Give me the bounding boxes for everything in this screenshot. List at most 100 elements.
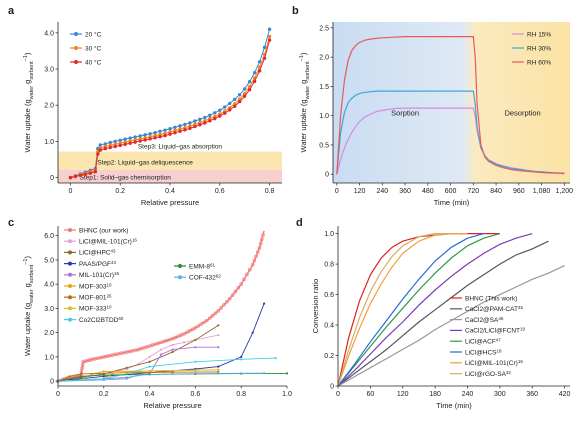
data-point [78, 173, 83, 178]
data-point [171, 372, 174, 375]
data-point [218, 108, 222, 112]
y-tick-label: 0.4 [324, 322, 334, 329]
legend-label: CaCl2@SA46 [465, 315, 504, 324]
data-point [203, 115, 207, 120]
data-point [240, 355, 243, 359]
data-point [233, 102, 237, 106]
data-point [217, 333, 220, 337]
x-tick-label: 180 [429, 391, 441, 398]
legend-label: MOF-33310 [79, 304, 112, 313]
x-tick-label: 1,200 [556, 188, 574, 195]
data-point [227, 296, 232, 301]
legend-marker [68, 295, 72, 300]
legend-marker [74, 60, 78, 64]
x-axis-label: Relative pressure [143, 401, 201, 410]
x-tick-label: 120 [354, 188, 366, 195]
series-line [336, 36, 565, 175]
y-tick-label: 1.0 [44, 139, 54, 146]
data-point [133, 140, 137, 144]
y-tick-label: 4.0 [44, 282, 54, 289]
legend-label: BHNC (This work) [465, 295, 517, 302]
panel-a: Step1: Solid–gas chemisorption Step2: Liq… [8, 5, 282, 207]
data-point [102, 378, 105, 382]
data-point [171, 371, 174, 374]
data-point [148, 360, 151, 363]
data-point [128, 141, 132, 145]
x-tick-label: 240 [376, 188, 388, 195]
data-point [114, 371, 117, 374]
y-tick-label: 0.2 [324, 353, 334, 360]
x-tick-label: 0.8 [236, 391, 246, 398]
data-point [173, 335, 178, 340]
y-tick-label: 0.6 [324, 292, 334, 299]
data-point [198, 123, 202, 127]
data-point [182, 341, 186, 344]
legend-marker [68, 228, 72, 232]
data-point [173, 131, 177, 135]
legend-label: LiCl@ACF47 [465, 337, 501, 346]
data-point [88, 171, 93, 175]
y-tick-label: 0 [50, 379, 54, 386]
data-point [223, 105, 227, 109]
legend-marker [68, 284, 72, 288]
data-point [247, 87, 252, 92]
data-point [225, 299, 229, 304]
x-tick-label: 1,080 [533, 188, 551, 195]
data-point [108, 140, 112, 145]
data-point [85, 358, 90, 363]
series-line [57, 371, 219, 382]
data-point [256, 250, 260, 254]
data-point [148, 137, 152, 141]
legend-label: Co2Cl2BTDD60 [79, 315, 124, 324]
data-point [239, 282, 243, 286]
x-tick-label: 0.2 [99, 391, 109, 398]
x-tick-label: 1.0 [282, 391, 292, 398]
x-tick-label: 840 [490, 188, 502, 195]
data-point [138, 139, 142, 143]
y-tick-label: 5.0 [44, 257, 54, 264]
data-point [159, 353, 163, 356]
data-point [128, 136, 132, 140]
data-point [217, 365, 220, 368]
legend-label: 40 °C [85, 58, 102, 66]
x-tick-label: 360 [399, 188, 411, 195]
data-point [188, 126, 192, 131]
y-tick-label: 2.0 [319, 55, 329, 62]
x-axis-label: Relative pressure [141, 198, 199, 207]
legend-marker [68, 250, 72, 255]
data-point [148, 365, 151, 368]
x-tick-label: 600 [445, 188, 457, 195]
data-point [213, 311, 218, 316]
data-point [236, 286, 241, 290]
data-point [262, 56, 267, 60]
y-tick-label: 0 [330, 383, 334, 390]
data-point [242, 87, 247, 91]
y-tick-label: 0 [50, 175, 54, 182]
data-point [113, 139, 117, 144]
legend-label: 20 °C [85, 30, 102, 38]
x-tick-label: 420 [559, 391, 571, 398]
legend-label: RH 30% [527, 45, 551, 52]
data-point [103, 146, 107, 151]
x-tick-label: 0 [336, 391, 340, 398]
data-point [159, 348, 163, 351]
panel-d: 0 60 120 180 240 300 360 420 0 0.2 0.4 0.6 0.8 1.0 BHN… [296, 217, 571, 410]
data-point [233, 97, 237, 102]
legend-label: 30 °C [85, 44, 102, 52]
data-point [193, 326, 198, 330]
y-tick-label: 1.0 [319, 113, 329, 120]
background-region [333, 22, 570, 183]
legend-label: RH 60% [527, 59, 551, 66]
data-point [252, 70, 257, 75]
legend-marker [74, 32, 78, 36]
panel-letter: c [8, 217, 14, 229]
data-point [68, 175, 73, 180]
data-point [194, 360, 197, 363]
data-point [218, 114, 222, 118]
data-point [263, 372, 266, 375]
y-axis-label: Water uptake (gwater gsorbent−1) [299, 52, 311, 152]
data-point [96, 152, 100, 156]
data-point [202, 320, 206, 325]
data-point [143, 133, 147, 137]
data-point [267, 38, 272, 42]
